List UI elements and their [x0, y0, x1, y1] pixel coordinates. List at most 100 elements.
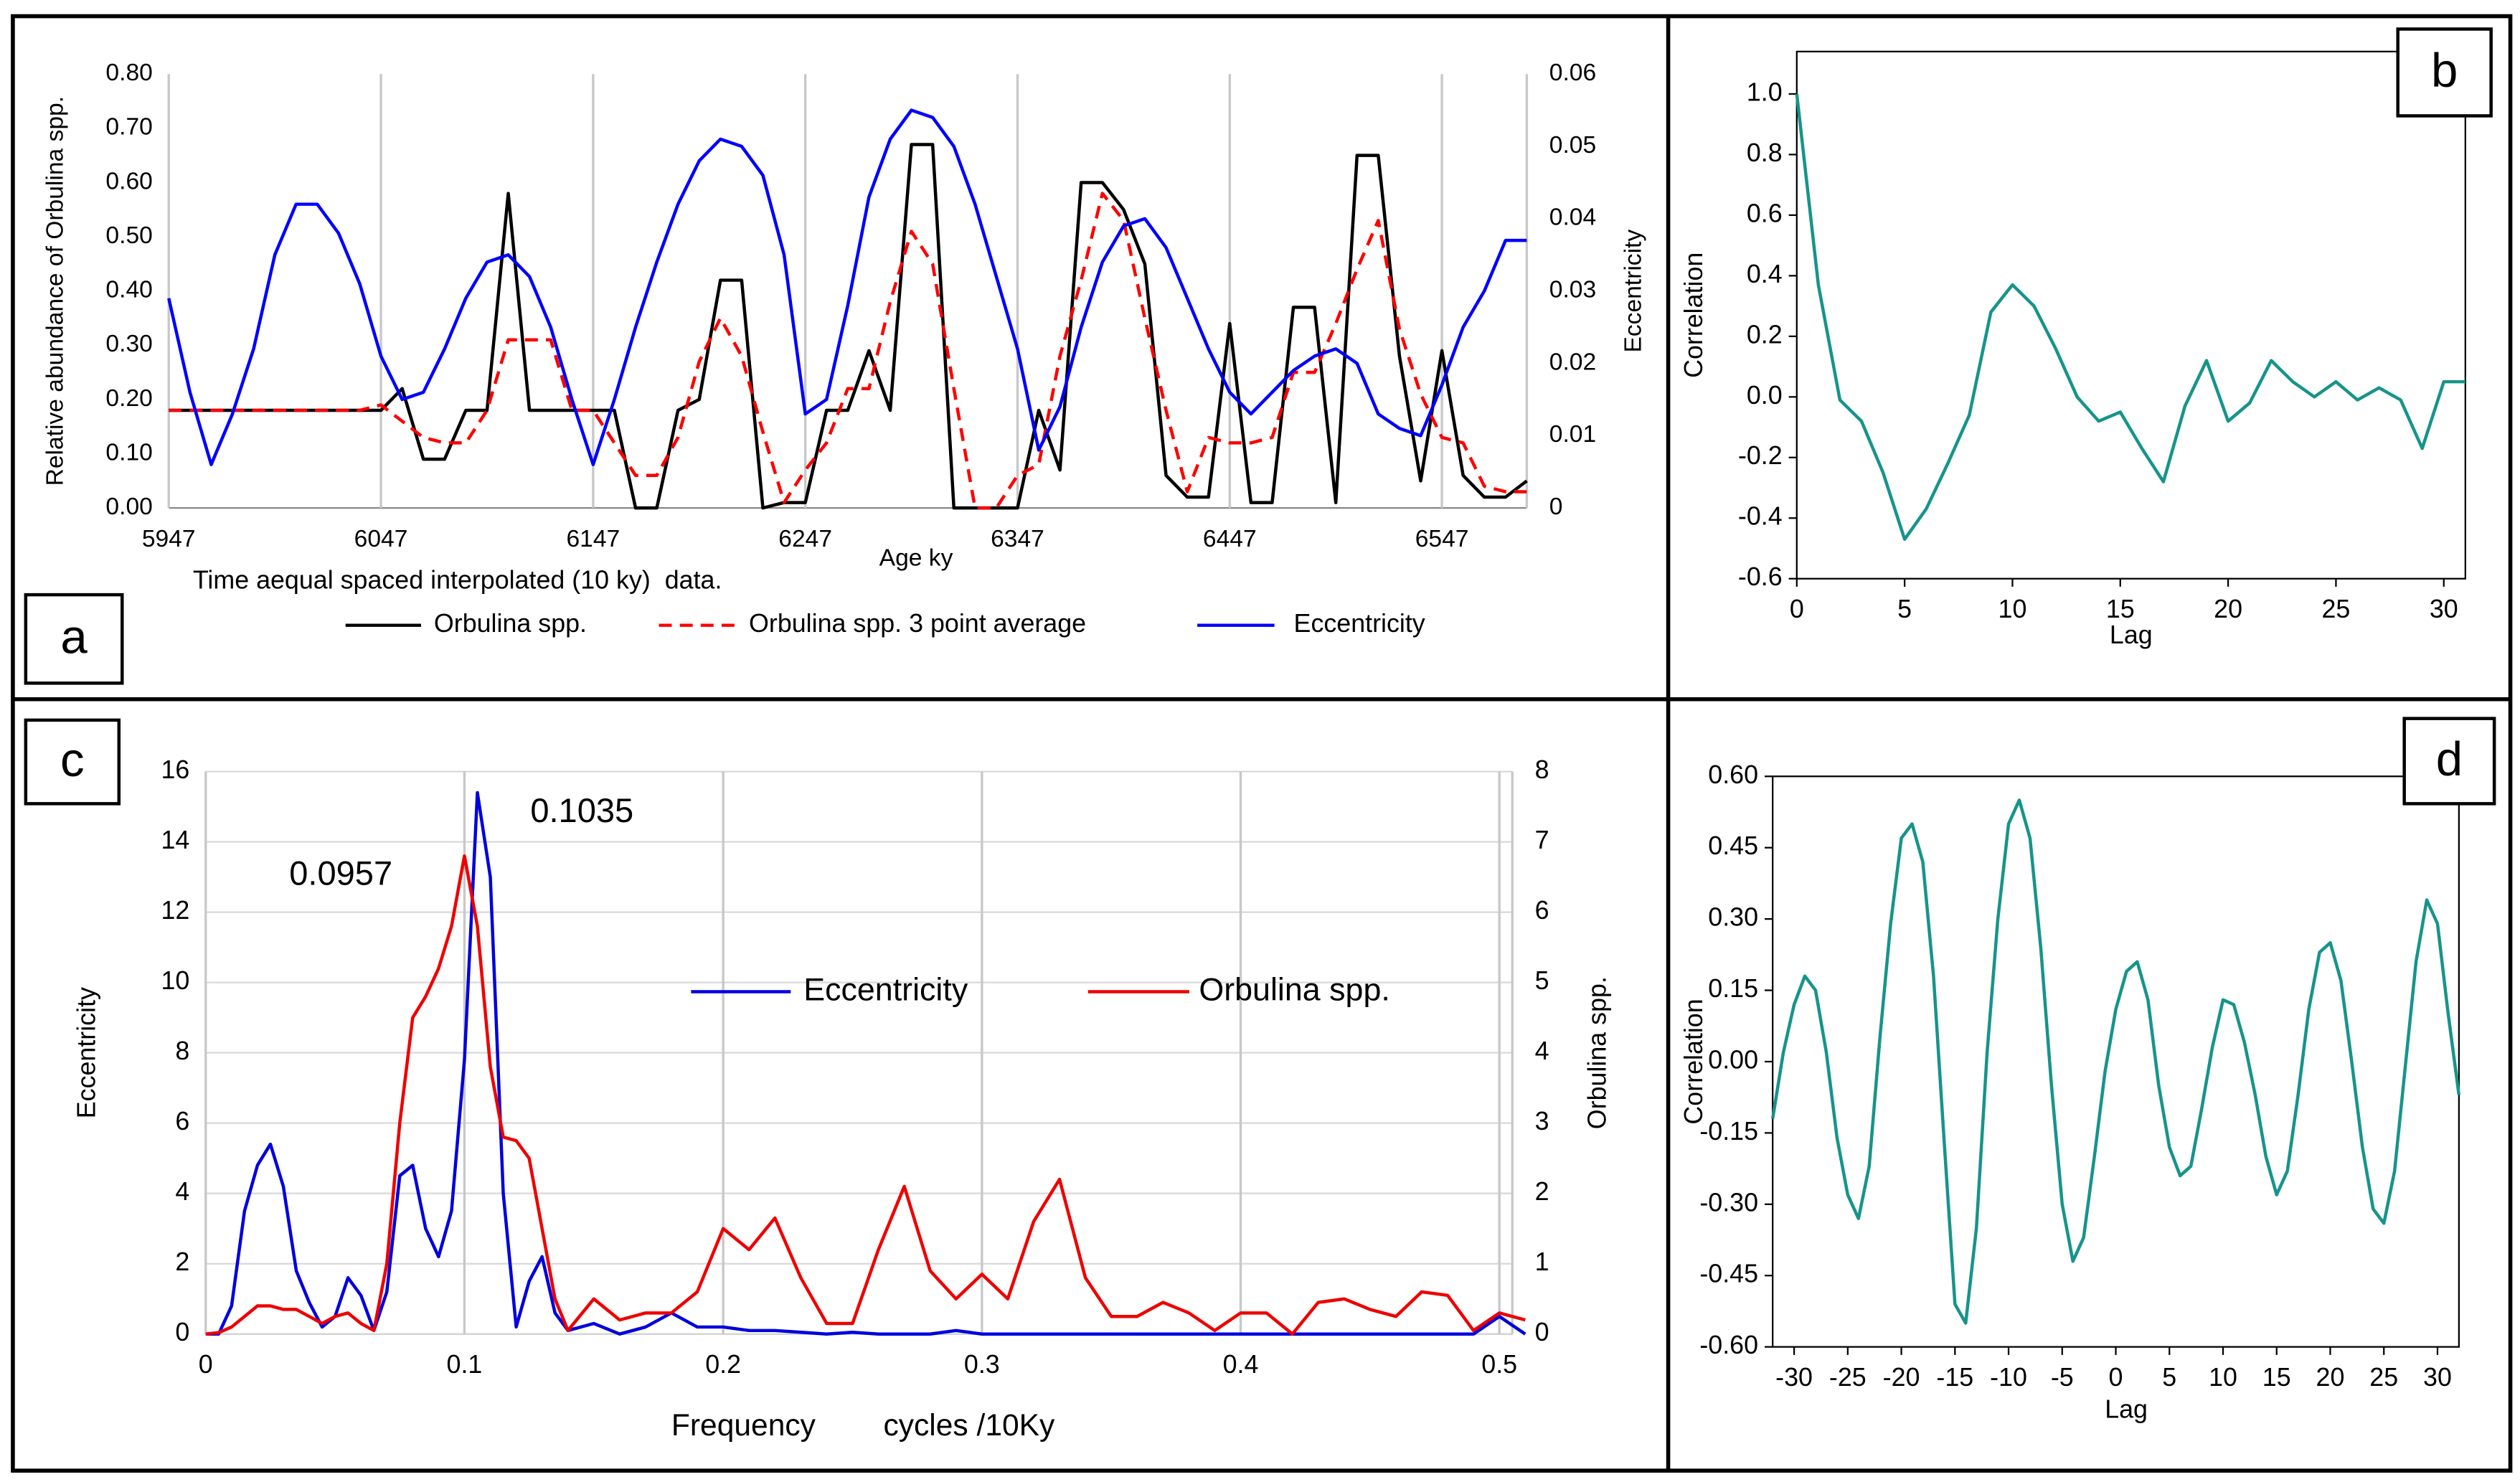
x-tick-label: 6447 — [1203, 526, 1257, 552]
x-tick-label: 5 — [2162, 1363, 2176, 1392]
y-tick-label: -0.6 — [1738, 562, 1783, 591]
x-tick-label: 0 — [199, 1350, 213, 1379]
y-tick-label: 0.40 — [105, 277, 152, 303]
y-axis-label: Relative abundance of Orbulina spp. — [42, 96, 68, 486]
y2-tick-label: 0.02 — [1549, 349, 1596, 375]
annotation: 0.0957 — [289, 854, 392, 892]
x-tick-label: 6547 — [1415, 526, 1469, 552]
y-tick-label: 0.50 — [105, 222, 152, 249]
x-tick-label: 20 — [2214, 595, 2242, 623]
x-tick-label: 0.5 — [1481, 1350, 1517, 1379]
y2-tick-label: 6 — [1535, 896, 1549, 925]
x-tick-label: 0.3 — [964, 1350, 1000, 1379]
series-line — [205, 790, 1526, 1336]
y-tick-label: -0.15 — [1699, 1117, 1758, 1146]
x-tick-label: 0 — [1790, 595, 1804, 623]
x-tick-label: 0.1 — [447, 1350, 483, 1379]
x-tick-label: 30 — [2423, 1363, 2452, 1392]
x-tick-label: 30 — [2430, 595, 2458, 623]
series-line — [205, 854, 1526, 1336]
y-tick-label: 0.20 — [105, 385, 152, 412]
x-tick-label: 15 — [2262, 1363, 2291, 1392]
panel-label: c — [60, 733, 85, 787]
x-tick-label: 0.2 — [705, 1350, 741, 1379]
x-tick-label: 6147 — [566, 526, 620, 552]
y-tick-label: 6 — [175, 1107, 189, 1136]
y-tick-label: 0.45 — [1708, 831, 1758, 860]
annotation: 0.1035 — [530, 791, 633, 829]
y2-axis-label: Eccentricity — [1620, 230, 1646, 353]
y2-tick-label: 0.06 — [1549, 60, 1596, 86]
x-tick-label: 5947 — [142, 526, 196, 552]
y-tick-label: -0.45 — [1699, 1260, 1758, 1288]
y-axis-label: Eccentricity — [72, 987, 101, 1118]
y-tick-label: -0.2 — [1738, 441, 1783, 470]
series-line — [1795, 93, 2465, 542]
x-tick-label: 6347 — [991, 526, 1044, 552]
x-axis-label: Lag — [2105, 1395, 2148, 1424]
x-tick-label: 20 — [2316, 1363, 2345, 1392]
panel-label-box — [24, 593, 124, 685]
panel-label-box — [2396, 27, 2493, 118]
y2-tick-label: 0.03 — [1549, 277, 1596, 303]
y-tick-label: 8 — [175, 1037, 189, 1065]
y2-tick-label: 0.01 — [1549, 421, 1596, 448]
x-axis-label: Age ky — [879, 545, 953, 572]
y-tick-label: 0.80 — [105, 60, 152, 86]
x-axis-label: Frequency cycles /10Ky — [671, 1408, 1055, 1443]
panel-label: b — [2431, 44, 2458, 98]
y-tick-label: 0.8 — [1747, 138, 1783, 167]
y-tick-label: 0.2 — [1747, 320, 1783, 349]
y-tick-label: 0 — [175, 1318, 189, 1346]
y-tick-label: -0.4 — [1738, 502, 1783, 531]
y2-axis-label: Orbulina spp. — [1583, 976, 1612, 1129]
y-tick-label: 0.00 — [1708, 1045, 1758, 1074]
y-tick-label: 0.4 — [1747, 260, 1783, 288]
series-line — [169, 192, 1527, 510]
legend-label: Orbulina spp. — [1199, 971, 1389, 1007]
y2-tick-label: 3 — [1535, 1107, 1549, 1136]
y-tick-label: 14 — [161, 826, 190, 854]
y2-tick-label: 4 — [1535, 1037, 1549, 1065]
note: Time aequal spaced interpolated (10 ky) … — [193, 566, 722, 595]
y-tick-label: 0.15 — [1708, 974, 1758, 1003]
y-tick-label: 0.0 — [1747, 381, 1783, 410]
y-tick-label: 0.30 — [1708, 903, 1758, 932]
x-tick-label: 6047 — [354, 526, 408, 552]
panel-label-box — [24, 718, 121, 806]
series-line — [1770, 798, 2461, 1325]
y-axis-label: Correlation — [1679, 252, 1708, 378]
y2-tick-label: 1 — [1535, 1247, 1549, 1276]
y-tick-label: 12 — [161, 896, 190, 925]
y-tick-label: 0.30 — [105, 331, 152, 357]
y-tick-label: 0.70 — [105, 114, 152, 141]
y-tick-label: 0.00 — [105, 494, 152, 520]
y-tick-label: 1.0 — [1747, 77, 1783, 106]
x-tick-label: -30 — [1775, 1363, 1813, 1392]
series-line — [169, 143, 1528, 510]
y-tick-label: -0.60 — [1699, 1331, 1758, 1359]
y-tick-label: 2 — [175, 1247, 189, 1276]
legend-label: Eccentricity — [803, 971, 968, 1007]
plot-frame — [1795, 50, 2466, 580]
x-tick-label: 0 — [2109, 1363, 2123, 1392]
panel-label-box — [2402, 717, 2496, 806]
x-tick-label: 10 — [1998, 595, 2027, 623]
x-tick-label: 25 — [2322, 595, 2351, 623]
x-tick-label: -5 — [2051, 1363, 2074, 1392]
y-tick-label: 4 — [175, 1177, 189, 1206]
y2-tick-label: 2 — [1535, 1177, 1549, 1206]
panel-label: a — [60, 610, 88, 664]
y-tick-label: 10 — [161, 966, 190, 995]
y-tick-label: 16 — [161, 755, 190, 784]
y-tick-label: -0.30 — [1699, 1188, 1758, 1217]
series-line — [167, 108, 1527, 466]
x-tick-label: 15 — [2106, 595, 2135, 623]
x-tick-label: -15 — [1936, 1363, 1973, 1392]
y2-tick-label: 0 — [1535, 1318, 1549, 1346]
legend-label: Orbulina spp. 3 point average — [749, 609, 1086, 638]
panel-label: d — [2436, 732, 2463, 786]
outer-border — [11, 14, 2513, 1473]
x-axis-label: Lag — [2110, 620, 2153, 649]
x-tick-label: 10 — [2209, 1363, 2237, 1392]
